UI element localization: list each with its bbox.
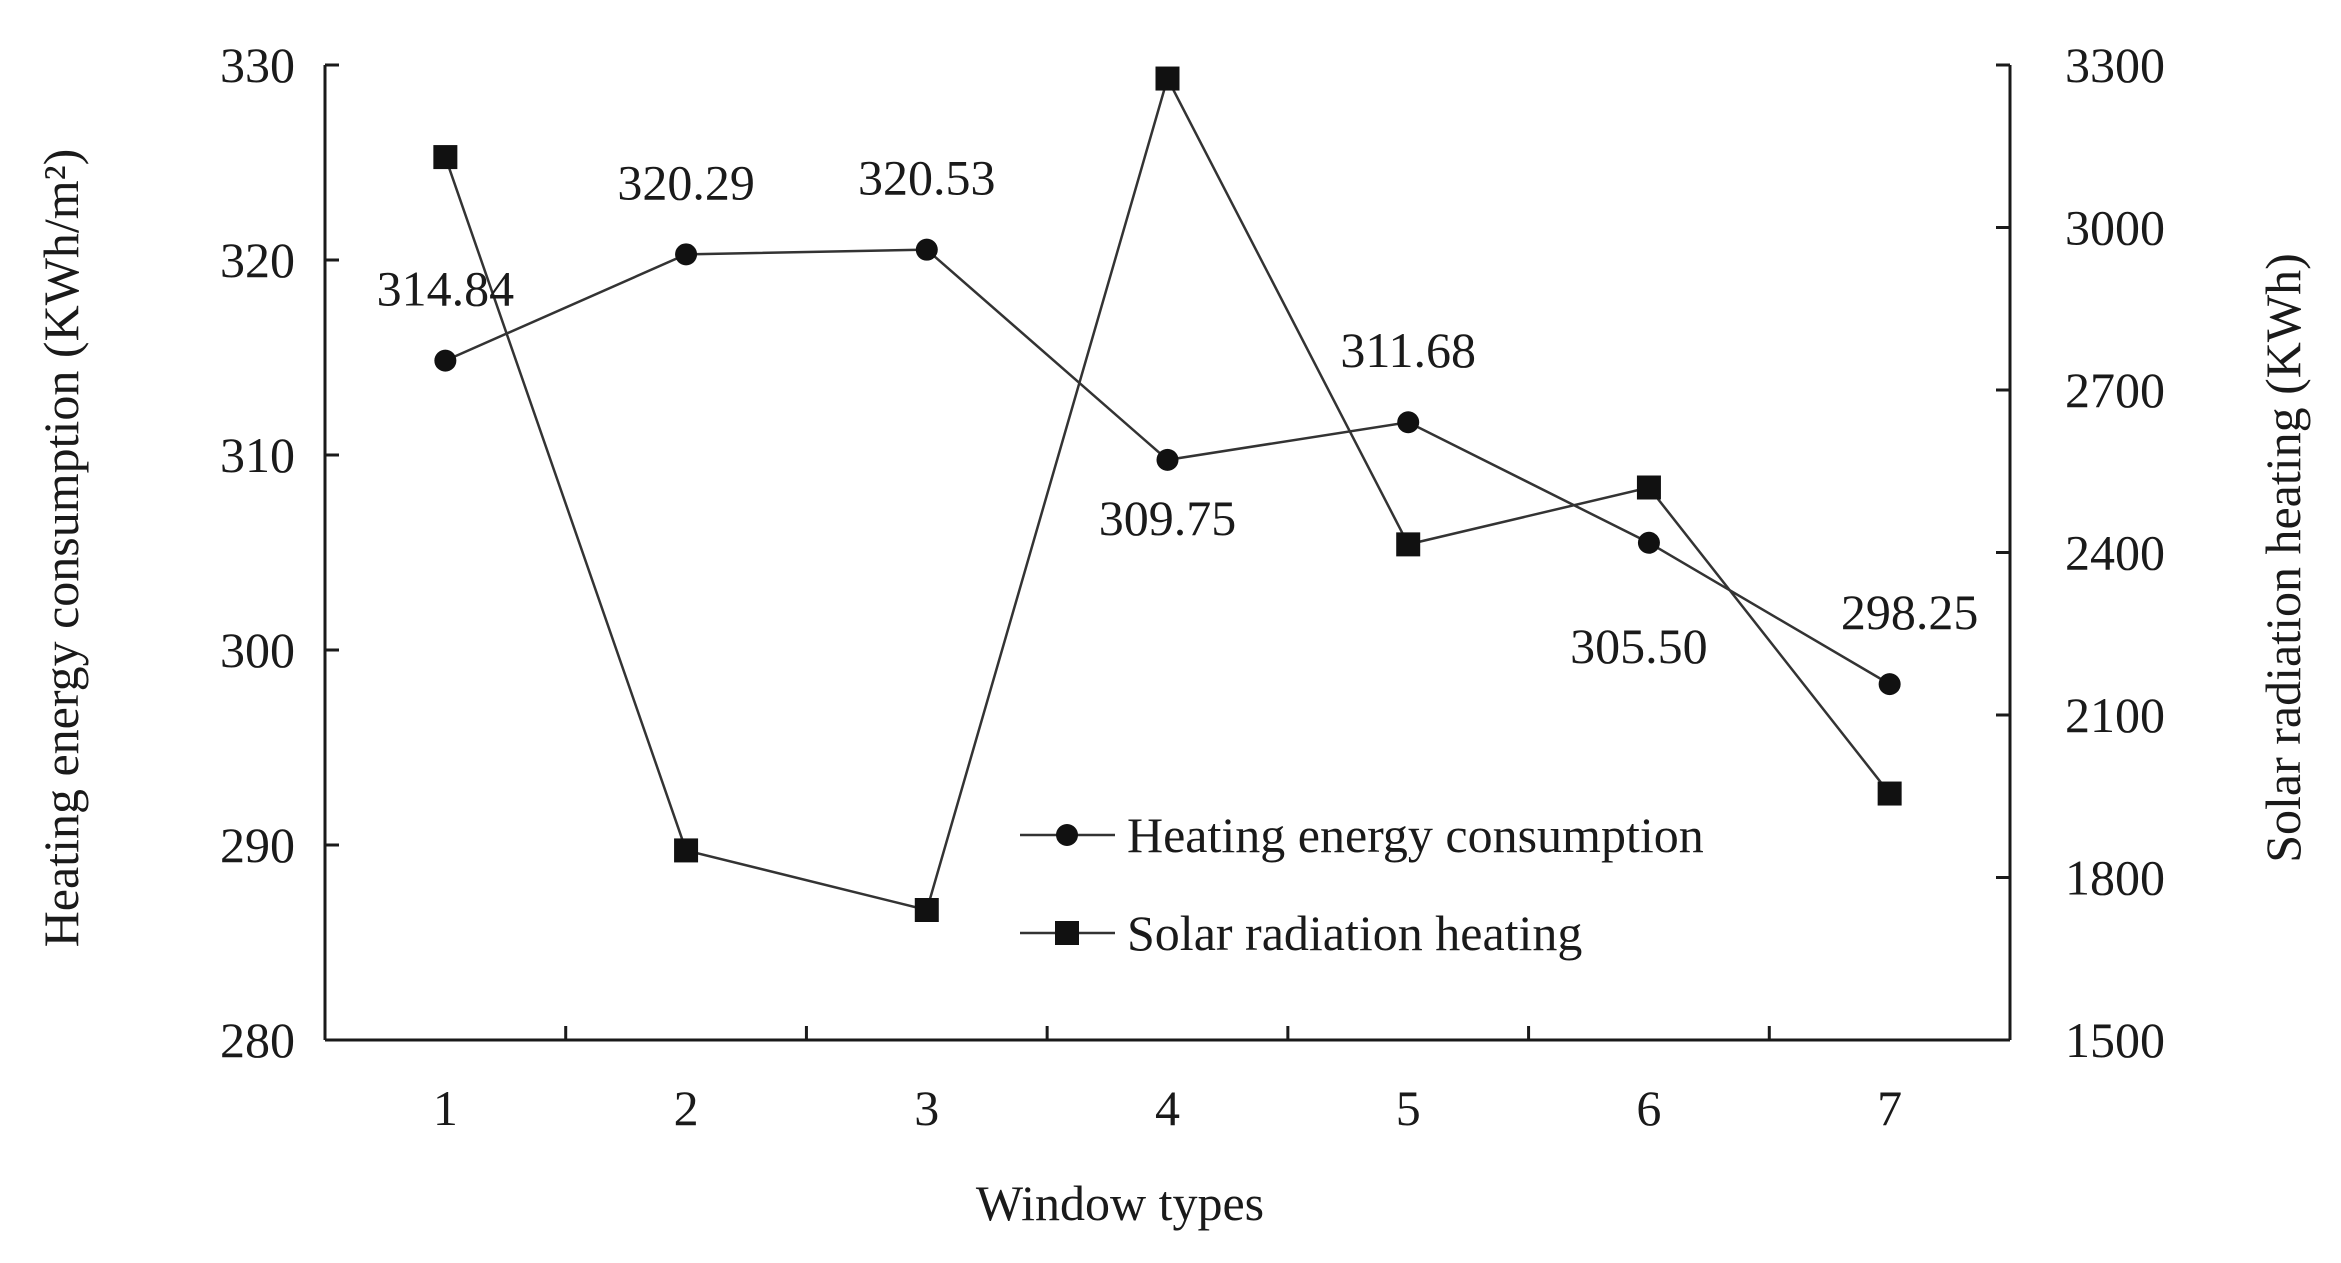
right-tick-label: 3300 [2065,37,2165,93]
right-axis-ticks: 1500 1800 2100 2400 2700 3000 3300 [1996,37,2165,1068]
x-tick-label: 2 [674,1080,699,1136]
solar-radiation-point [1155,66,1180,91]
heating-energy-point [1397,411,1420,434]
legend: Heating energy consumption Solar radiati… [1020,807,1704,961]
solar-radiation-point [1636,475,1661,500]
right-tick-label: 1800 [2065,850,2165,906]
data-labels: 314.84 320.29 320.53 309.75 311.68 305.50 298.… [377,150,1979,674]
heating-energy-point [675,243,698,266]
legend-solar-marker [1055,921,1079,945]
heating-energy-point [1637,531,1660,554]
right-tick-label: 1500 [2065,1012,2165,1068]
x-tick-label: 5 [1396,1080,1421,1136]
x-tick-label: 6 [1636,1080,1661,1136]
right-tick-label: 2400 [2065,525,2165,581]
right-tick-label: 2700 [2065,362,2165,418]
legend-item-solar: Solar radiation heating [1020,905,1582,961]
solar-radiation-point [1396,532,1421,557]
solar-radiation-point [914,898,939,922]
heating-data-label: 298.25 [1841,584,1979,640]
legend-solar-label: Solar radiation heating [1127,905,1582,961]
x-tick-label: 1 [433,1080,458,1136]
legend-heating-marker [1056,824,1078,846]
heating-energy-point [1156,448,1179,471]
x-axis-title: Window types [976,1175,1264,1231]
heating-data-label: 314.84 [377,261,515,317]
axes [323,65,2012,1042]
left-tick-label: 320 [220,232,295,288]
right-y-axis-title: Solar radiation heating (KWh) [2255,253,2311,863]
solar-radiation-series [433,66,1902,922]
solar-radiation-point [674,838,699,863]
heating-energy-point [915,238,938,261]
left-y-axis-title: Heating energy consumption (KWh/m²) [33,149,89,948]
legend-heating-label: Heating energy consumption [1127,807,1704,863]
left-tick-label: 300 [220,622,295,678]
x-tick-label: 3 [914,1080,939,1136]
left-tick-label: 280 [220,1012,295,1068]
heating-data-label: 305.50 [1570,618,1708,674]
left-axis-ticks: 280 290 300 310 320 330 [220,37,339,1068]
heating-data-label: 320.29 [617,154,755,210]
heating-energy-point [1878,673,1901,696]
heating-data-label: 320.53 [858,150,996,206]
solar-radiation-point [433,145,458,170]
left-tick-label: 330 [220,37,295,93]
left-tick-label: 290 [220,817,295,873]
heating-energy-series [434,238,1901,696]
x-axis-ticks: 1 2 3 4 5 6 7 [433,1026,1902,1136]
heating-energy-point [434,349,457,372]
heating-data-label: 309.75 [1099,490,1237,546]
heating-data-label: 311.68 [1340,322,1476,378]
x-tick-label: 7 [1877,1080,1902,1136]
right-tick-label: 3000 [2065,200,2165,256]
x-tick-label: 4 [1155,1080,1180,1136]
legend-item-heating: Heating energy consumption [1020,807,1704,863]
right-tick-label: 2100 [2065,687,2165,743]
solar-radiation-point [1877,781,1902,806]
left-tick-label: 310 [220,427,295,483]
